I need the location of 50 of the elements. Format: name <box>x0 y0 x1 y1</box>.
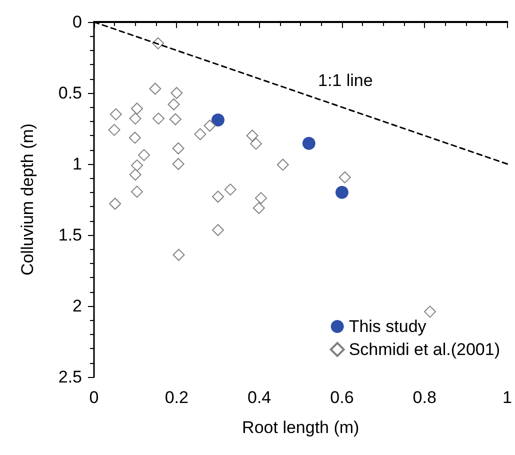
x-tick-label: 0.2 <box>164 388 188 407</box>
y-tick-label: 2 <box>72 296 82 316</box>
point <box>252 202 265 214</box>
point <box>130 102 143 115</box>
point <box>129 112 142 125</box>
x-tick-label: 0 <box>89 388 99 407</box>
point <box>172 158 184 170</box>
point <box>194 128 206 140</box>
y-tick-label: 2.5 <box>58 368 82 386</box>
x-tick-label: 0.6 <box>330 388 354 407</box>
point <box>212 224 224 236</box>
point <box>172 142 184 154</box>
point <box>250 138 262 150</box>
legend-label: This study <box>348 317 427 336</box>
point <box>172 248 185 261</box>
point <box>152 112 164 125</box>
point <box>211 113 224 126</box>
x-tick-label: 1 <box>502 388 512 407</box>
point <box>110 108 122 120</box>
x-tick-label: 0.4 <box>247 388 272 407</box>
point <box>424 306 436 318</box>
x-axis-title: Root length (m) <box>242 418 360 437</box>
point <box>212 190 224 203</box>
point <box>170 87 183 99</box>
point <box>129 168 142 181</box>
y-tick-label: 0.5 <box>58 84 82 102</box>
point <box>128 132 141 144</box>
point <box>130 186 143 198</box>
point <box>335 186 348 199</box>
annotation: 1:1 line <box>318 71 373 90</box>
point <box>138 149 150 162</box>
point <box>276 158 289 171</box>
y-tick-label: 1 <box>72 154 82 174</box>
point <box>169 113 182 126</box>
point <box>149 82 162 95</box>
point <box>108 124 120 136</box>
point <box>302 136 316 150</box>
y-tick-label: 0 <box>72 12 82 32</box>
y-axis-title: Colluvium depth (m) <box>18 123 37 276</box>
y-tick-label: 1.5 <box>58 226 82 244</box>
point <box>168 98 180 110</box>
point <box>224 184 236 196</box>
point <box>109 198 122 210</box>
legend-label: Schmidi et al.(2001) <box>348 340 500 359</box>
point <box>130 159 143 172</box>
point <box>254 192 267 204</box>
point <box>204 120 216 132</box>
point <box>246 130 258 142</box>
x-tick-label: 0.8 <box>412 388 436 407</box>
point <box>338 171 351 184</box>
